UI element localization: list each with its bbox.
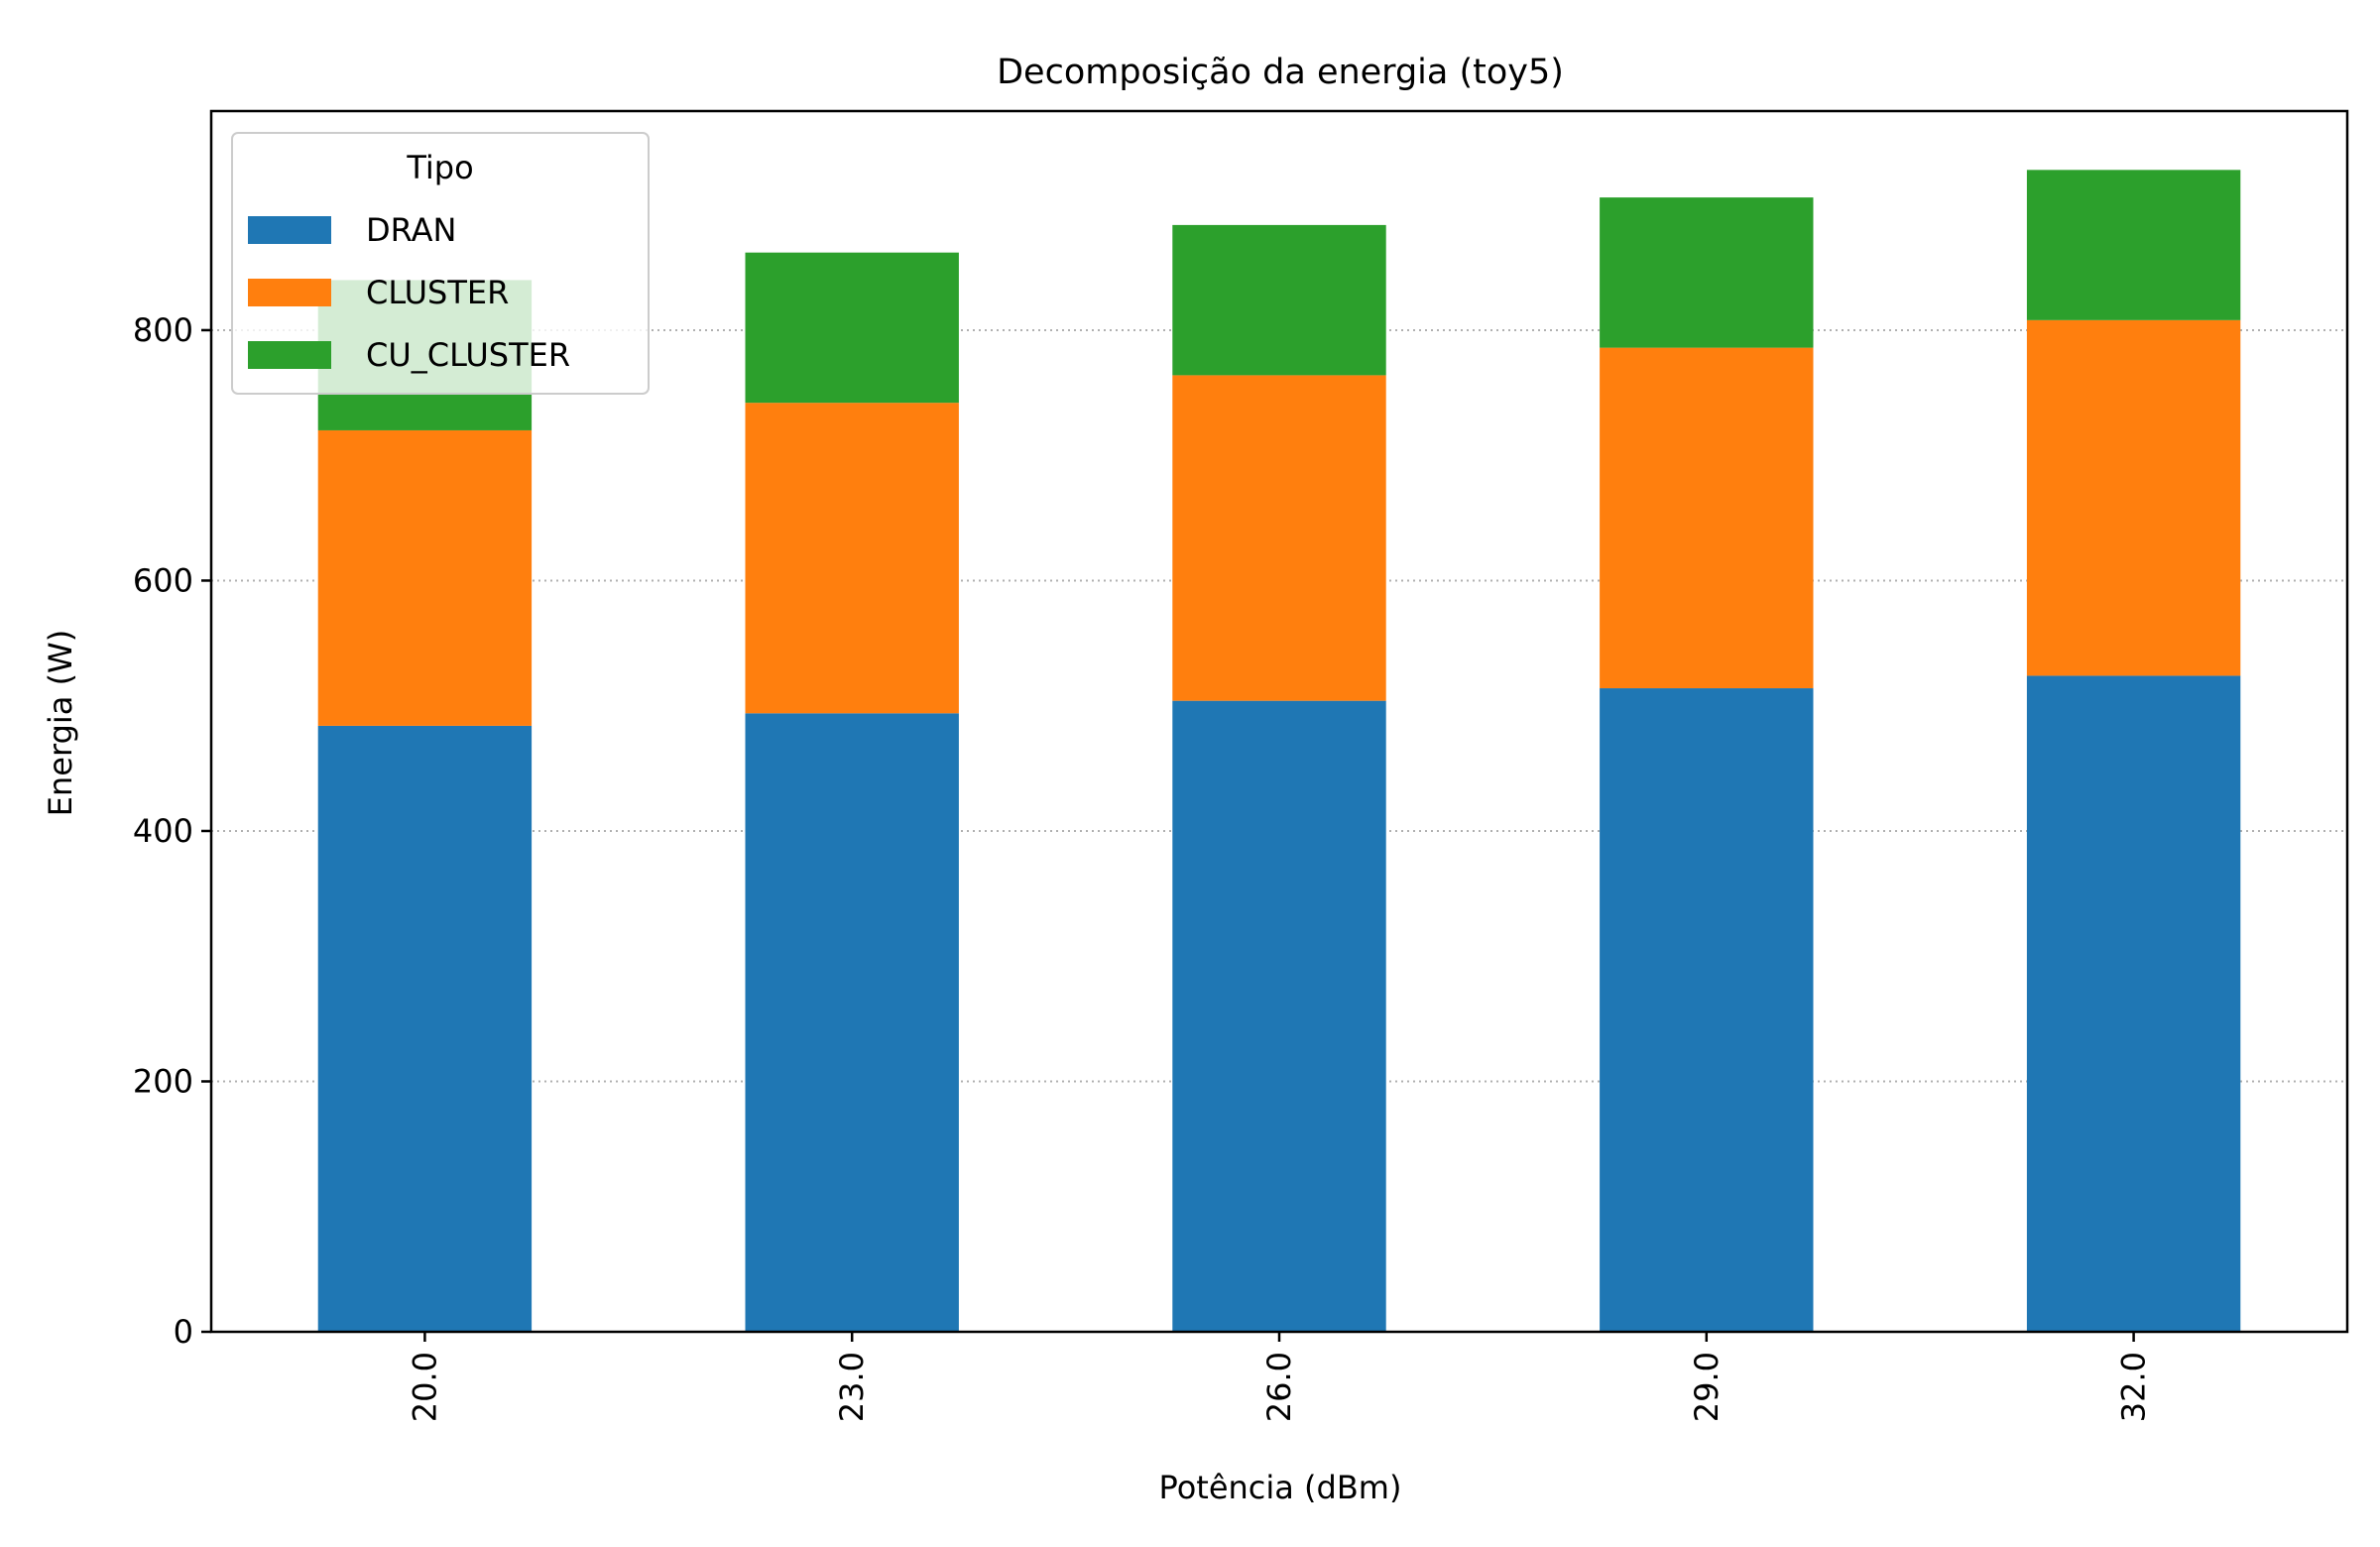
bar-cu-cluster <box>2026 170 2241 320</box>
chart-title: Decomposição da energia (toy5) <box>997 53 1564 92</box>
y-tick-label: 200 <box>133 1062 193 1100</box>
x-tick-label: 32.0 <box>2115 1352 2153 1422</box>
axes: 0 200 400 600 800 20.0 23.0 26.0 29.0 32.0 <box>133 109 2349 1422</box>
y-tick-label: 400 <box>133 812 193 850</box>
x-axis-label: Potência (dBm) <box>1159 1469 1402 1506</box>
legend-box <box>231 132 650 395</box>
x-tick-label: 26.0 <box>1260 1352 1298 1422</box>
bar-cluster <box>1600 347 1814 689</box>
bar-dran <box>745 713 959 1332</box>
bar-cluster <box>745 403 959 714</box>
x-tick-label: 29.0 <box>1688 1352 1726 1422</box>
bar-cu-cluster <box>1172 224 1386 376</box>
bar-cluster <box>1172 375 1386 701</box>
y-tick-label: 0 <box>174 1313 193 1351</box>
legend-label: CLUSTER <box>366 274 509 311</box>
bar-cu-cluster <box>745 252 959 404</box>
legend: Tipo DRAN CLUSTER CU_CLUSTER <box>231 132 650 395</box>
legend-swatch-dran <box>248 216 331 244</box>
bar-dran <box>2026 675 2241 1332</box>
gridlines <box>211 328 2347 1083</box>
x-tick-label: 23.0 <box>833 1352 871 1422</box>
y-tick-label: 600 <box>133 561 193 599</box>
bar-cluster <box>317 429 533 726</box>
bar-cluster <box>2026 319 2241 676</box>
bar-dran <box>1600 688 1814 1332</box>
y-tick-label: 800 <box>133 311 193 349</box>
legend-swatch-cu-cluster <box>248 341 331 369</box>
y-axis-label: Energia (W) <box>42 630 79 816</box>
bar-dran <box>1172 700 1386 1332</box>
legend-label: CU_CLUSTER <box>366 336 570 374</box>
x-tick-label: 20.0 <box>406 1352 443 1422</box>
legend-title: Tipo <box>406 149 473 186</box>
legend-label: DRAN <box>366 211 456 249</box>
bar-cu-cluster <box>1600 197 1814 348</box>
bar-dran <box>317 725 533 1332</box>
legend-swatch-cluster <box>248 279 331 306</box>
